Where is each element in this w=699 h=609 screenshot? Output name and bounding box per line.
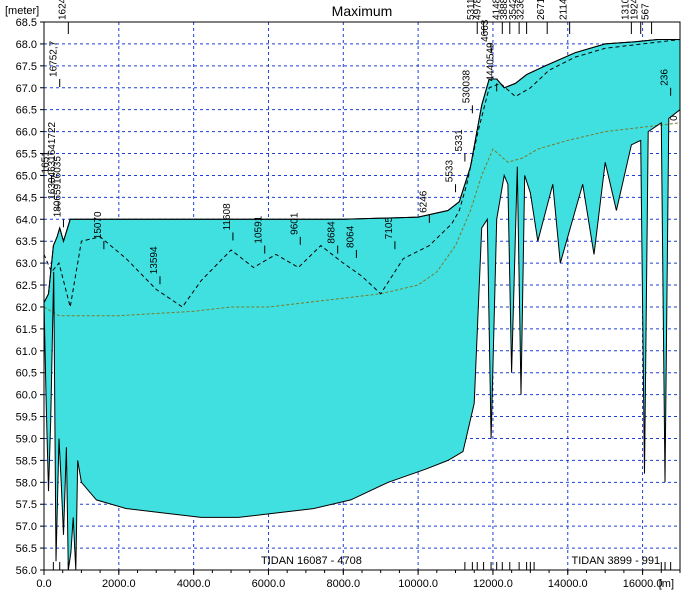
y-axis-label: [meter] [5, 5, 39, 17]
svg-text:68.5: 68.5 [16, 17, 37, 29]
svg-text:65.5: 65.5 [16, 149, 37, 161]
station-label: 3236 [516, 0, 527, 20]
svg-text:57.5: 57.5 [16, 499, 37, 511]
svg-text:61.0: 61.0 [16, 346, 37, 358]
station-label: 8684 [327, 221, 338, 244]
station-label: 10591 [254, 215, 265, 243]
station-label: 13594 [149, 246, 160, 274]
svg-text:59.0: 59.0 [16, 433, 37, 445]
station-label: 2114 [559, 0, 570, 20]
station-label: 6246 [418, 190, 429, 213]
svg-text:64.5: 64.5 [16, 192, 37, 204]
svg-text:14000.0: 14000.0 [548, 578, 588, 590]
station-label: 4440549 [486, 42, 497, 81]
station-label: 4663 [480, 19, 491, 42]
svg-text:6000.0: 6000.0 [252, 578, 286, 590]
station-label: 4978 [473, 0, 484, 20]
svg-text:68.0: 68.0 [16, 39, 37, 51]
branch-label: TIDAN 3899 - 991 [572, 555, 661, 567]
svg-text:60.5: 60.5 [16, 368, 37, 380]
profile-chart: 56.0 56.5 57.0 57.5 58.0 58.5 59.0 59.5 60.0 60.5… [0, 0, 699, 609]
svg-text:2000.0: 2000.0 [102, 578, 136, 590]
svg-text:66.0: 66.0 [16, 127, 37, 139]
station-label: 5533 [445, 160, 456, 183]
svg-text:64.0: 64.0 [16, 214, 37, 226]
svg-text:12000.0: 12000.0 [473, 578, 513, 590]
svg-text:62.5: 62.5 [16, 280, 37, 292]
station-label: 9601 [289, 212, 300, 235]
svg-text:63.0: 63.0 [16, 258, 37, 270]
svg-text:58.0: 58.0 [16, 477, 37, 489]
svg-text:16000.0: 16000.0 [623, 578, 663, 590]
station-label: 15070 [93, 211, 104, 239]
station-label: 8064 [345, 225, 356, 248]
svg-text:8000.0: 8000.0 [326, 578, 360, 590]
station-label: 5331 [454, 129, 465, 152]
station-label: 0 [669, 115, 680, 121]
svg-text:56.0: 56.0 [16, 565, 37, 577]
svg-text:10000.0: 10000.0 [398, 578, 438, 590]
station-label: 7105 [384, 217, 395, 240]
svg-text:0.0: 0.0 [36, 578, 51, 590]
station-label: 16752,7 [49, 40, 60, 77]
svg-text:66.5: 66.5 [16, 105, 37, 117]
svg-text:65.0: 65.0 [16, 170, 37, 182]
branch-label: TIDAN 16087 - 4708 [261, 555, 362, 567]
station-label: 2671 [536, 0, 547, 20]
svg-text:58.5: 58.5 [16, 455, 37, 467]
svg-text:59.5: 59.5 [16, 412, 37, 424]
station-label: 16249 [57, 0, 68, 20]
station-label: 567 [641, 3, 652, 20]
svg-text:63.5: 63.5 [16, 236, 37, 248]
station-label: 11608 [222, 203, 233, 231]
svg-text:57.0: 57.0 [16, 521, 37, 533]
svg-text:67.5: 67.5 [16, 61, 37, 73]
svg-text:56.5: 56.5 [16, 543, 37, 555]
station-label: 530038 [461, 69, 472, 103]
station-label: 236 [660, 69, 671, 86]
station-label: 18065916035 [52, 156, 63, 218]
station-label: 1924 [630, 0, 641, 20]
chart-title: Maximum [332, 3, 393, 19]
svg-text:61.5: 61.5 [16, 324, 37, 336]
svg-text:67.0: 67.0 [16, 83, 37, 95]
svg-text:62.0: 62.0 [16, 302, 37, 314]
x-axis-label: [m] [659, 578, 674, 590]
svg-text:60.0: 60.0 [16, 390, 37, 402]
svg-text:4000.0: 4000.0 [177, 578, 211, 590]
